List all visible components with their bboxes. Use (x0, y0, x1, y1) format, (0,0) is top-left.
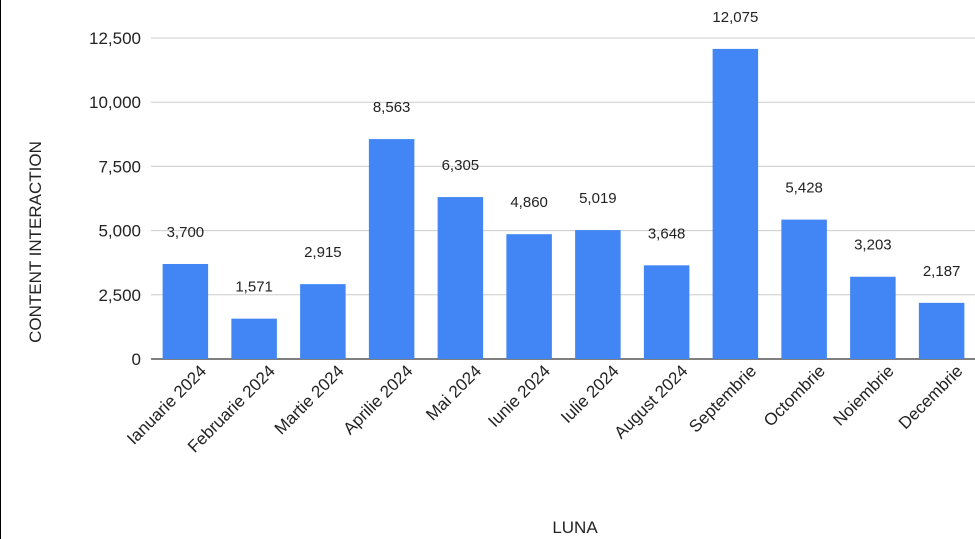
bar (506, 234, 552, 359)
bar (643, 265, 690, 359)
gridlines (151, 37, 975, 360)
x-tick-label: Octombrie (760, 361, 829, 430)
data-label: 3,648 (648, 225, 686, 242)
bar (712, 48, 759, 359)
y-tick-label: 2,500 (98, 286, 141, 305)
data-label: 5,428 (785, 180, 823, 197)
data-label: 3,203 (854, 237, 892, 254)
y-tick-label: 5,000 (98, 222, 141, 241)
y-tick-labels: 0 2,500 5,000 7,500 10,000 12,500 (89, 29, 141, 369)
x-tick-label: Martie 2024 (271, 361, 348, 438)
data-labels: 3,700 1,571 2,915 8,563 6,305 4,860 5,019 3,648… (167, 9, 961, 296)
x-tick-label: Aprilie 2024 (340, 361, 417, 438)
bar (918, 302, 965, 359)
bar (231, 318, 277, 359)
x-tick-label: Iulie 2024 (557, 361, 623, 427)
bar (368, 139, 415, 359)
bar (300, 284, 346, 359)
data-label: 8,563 (373, 99, 411, 116)
y-tick-label: 7,500 (98, 157, 141, 176)
data-label: 5,019 (579, 190, 617, 207)
x-tick-label: Decembrie (895, 361, 967, 433)
x-tick-label: Noiembrie (829, 361, 897, 429)
data-label: 6,305 (442, 157, 480, 174)
x-tick-label: Iunie 2024 (484, 361, 554, 431)
y-tick-label: 12,500 (89, 29, 141, 48)
x-tick-label: August 2024 (611, 361, 692, 442)
bar (437, 197, 484, 359)
data-label: 2,187 (923, 263, 961, 280)
y-tick-label: 10,000 (89, 93, 141, 112)
x-tick-label: Mai 2024 (422, 361, 485, 424)
bar (781, 219, 827, 359)
x-tick-label: Septembrie (685, 361, 760, 436)
x-axis-title: LUNA (552, 518, 598, 537)
data-label: 1,571 (235, 279, 273, 296)
data-label: 2,915 (304, 244, 342, 261)
data-label: 12,075 (712, 9, 758, 26)
bar (162, 263, 209, 359)
data-label: 4,860 (510, 194, 548, 211)
y-tick-label: 0 (132, 350, 141, 369)
bar (850, 276, 896, 359)
data-label: 3,700 (167, 224, 205, 241)
bar (575, 230, 621, 359)
y-axis-title: CONTENT INTERACTION (26, 141, 45, 343)
bars (162, 48, 965, 359)
